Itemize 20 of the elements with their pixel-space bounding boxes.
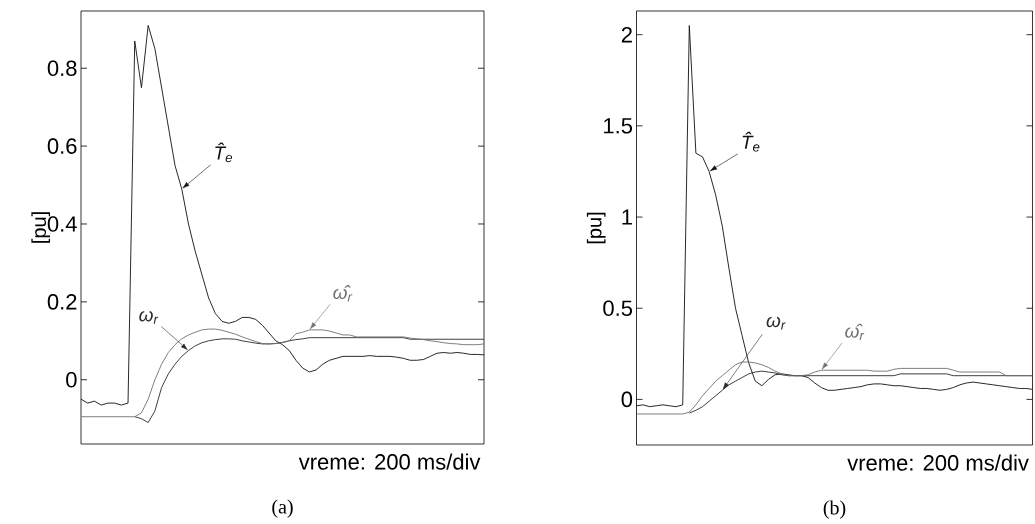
text: (b) (823, 500, 846, 519)
y-axis-title: [pu] (586, 212, 606, 244)
y-tick-label: 2 (621, 27, 632, 43)
y-tick-label: 0.6 (47, 138, 77, 154)
text: T̂$_{e}$ (215, 142, 233, 163)
series-label: ω̂$_{r}$ (333, 285, 353, 302)
y-tick-label: 1.5 (604, 118, 633, 134)
x-axis-title: vreme: 200 ms/div (298, 453, 481, 470)
text: T̂$_{e}$ (742, 131, 760, 152)
y-tick-label: 1 (622, 209, 632, 225)
y-tick-label: 0 (621, 391, 633, 408)
y-tick-label: 0.8 (47, 60, 77, 77)
y-tick-label: 0.5 (603, 300, 633, 317)
text: (a) (272, 499, 293, 518)
y-tick-label: 0 (66, 371, 77, 388)
x-axis-title: vreme: 200 ms/div (847, 454, 1029, 471)
series-label: ω̂$_{r}$ (845, 323, 865, 341)
y-tick-label: 0.2 (47, 294, 77, 310)
text: ω$_{r}$ (139, 311, 159, 324)
text: ω$_{r}$ (766, 316, 786, 330)
